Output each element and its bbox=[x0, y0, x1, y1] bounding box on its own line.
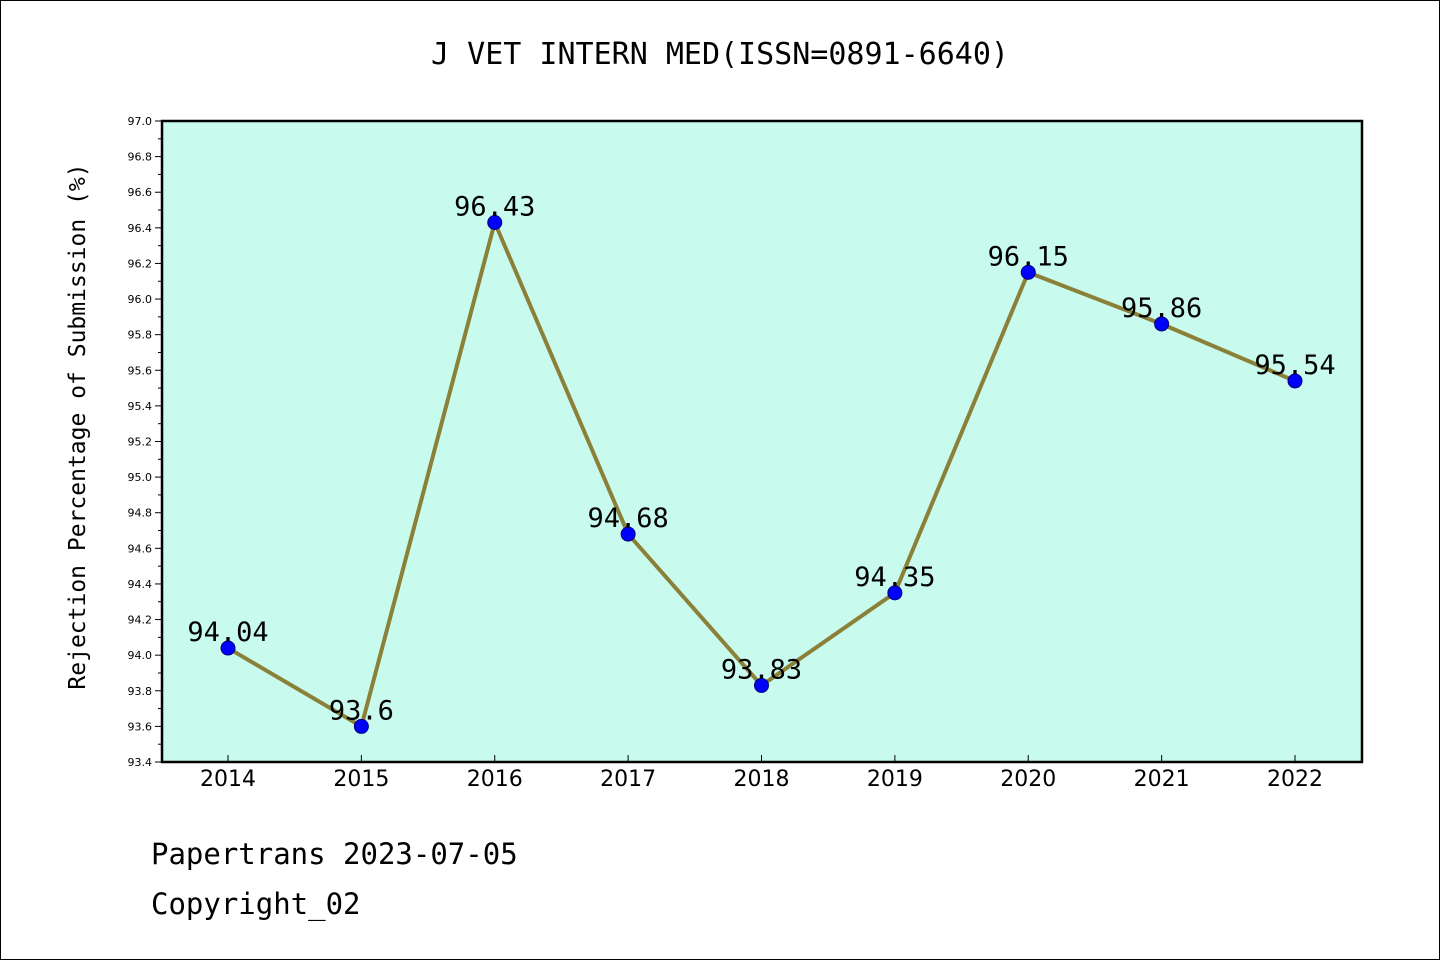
y-tick-label: 96.2 bbox=[128, 257, 153, 270]
data-point bbox=[887, 585, 903, 601]
data-point bbox=[220, 640, 236, 656]
data-point bbox=[620, 526, 636, 542]
data-point bbox=[1154, 316, 1170, 332]
y-tick-label: 94.4 bbox=[128, 578, 153, 591]
y-axis-label: Rejection Percentage of Submission (%) bbox=[65, 163, 91, 689]
data-label: 93.6 bbox=[329, 695, 394, 726]
data-label: 96.43 bbox=[454, 191, 535, 222]
chart-title: J VET INTERN MED(ISSN=0891-6640) bbox=[431, 37, 1009, 72]
data-label: 95.54 bbox=[1254, 350, 1335, 381]
y-tick-label: 94.8 bbox=[128, 507, 153, 520]
data-point bbox=[353, 718, 369, 734]
plot-area bbox=[162, 121, 1362, 762]
data-label: 94.68 bbox=[587, 503, 668, 534]
y-tick-label: 96.0 bbox=[128, 293, 153, 306]
footer-copyright: Copyright_02 bbox=[151, 887, 361, 921]
x-tick-label: 2014 bbox=[200, 767, 256, 792]
y-tick-label: 96.6 bbox=[128, 186, 153, 199]
data-label: 94.04 bbox=[187, 617, 268, 648]
y-tick-label: 95.4 bbox=[128, 400, 153, 413]
data-label: 94.35 bbox=[854, 562, 935, 593]
data-label: 93.83 bbox=[721, 654, 802, 685]
y-tick-label: 93.6 bbox=[128, 720, 153, 733]
x-tick-label: 2021 bbox=[1134, 767, 1190, 792]
data-point bbox=[754, 677, 769, 693]
x-tick-label: 2017 bbox=[600, 767, 656, 792]
x-tick-label: 2022 bbox=[1267, 767, 1323, 792]
x-tick-label: 2019 bbox=[867, 767, 923, 792]
data-point bbox=[1020, 264, 1036, 280]
x-tick-label: 2015 bbox=[333, 767, 389, 792]
y-tick-label: 94.6 bbox=[128, 542, 153, 555]
data-label: 95.86 bbox=[1121, 293, 1202, 324]
y-tick-label: 96.4 bbox=[128, 222, 153, 235]
y-tick-label: 94.0 bbox=[128, 649, 153, 662]
data-label: 96.15 bbox=[988, 241, 1069, 272]
y-tick-label: 93.8 bbox=[128, 685, 153, 698]
data-point bbox=[1287, 373, 1303, 389]
y-tick-label: 95.0 bbox=[128, 471, 153, 484]
x-tick-label: 2018 bbox=[734, 767, 790, 792]
plot-frame bbox=[160, 119, 1364, 764]
y-tick-label: 95.8 bbox=[128, 329, 153, 342]
x-tick-label: 2020 bbox=[1000, 767, 1056, 792]
y-tick-label: 94.2 bbox=[128, 614, 153, 627]
x-tick-label: 2016 bbox=[467, 767, 523, 792]
y-tick-label: 95.2 bbox=[128, 436, 153, 449]
y-tick-label: 93.4 bbox=[128, 756, 153, 769]
y-tick-label: 97.0 bbox=[128, 115, 153, 128]
footer-date: Papertrans 2023-07-05 bbox=[151, 837, 518, 871]
data-point bbox=[487, 214, 503, 230]
y-tick-label: 96.8 bbox=[128, 151, 153, 164]
y-tick-label: 95.6 bbox=[128, 364, 153, 377]
